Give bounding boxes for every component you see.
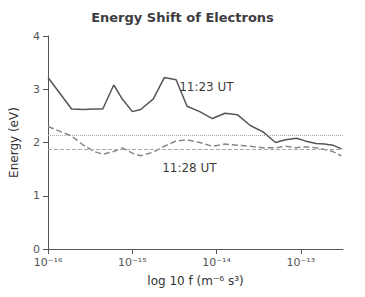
svg-text:0: 0 <box>33 243 40 256</box>
svg-text:3: 3 <box>33 83 40 96</box>
svg-text:11:28 UT: 11:28 UT <box>162 161 217 175</box>
svg-text:10⁻¹⁵: 10⁻¹⁵ <box>118 256 147 269</box>
svg-text:10⁻¹³: 10⁻¹³ <box>287 256 316 269</box>
svg-text:4: 4 <box>33 30 40 43</box>
svg-text:10⁻¹⁴: 10⁻¹⁴ <box>202 256 231 269</box>
svg-text:log 10 f (m⁻⁶ s³): log 10 f (m⁻⁶ s³) <box>147 274 243 288</box>
svg-text:10⁻¹⁶: 10⁻¹⁶ <box>34 256 63 269</box>
svg-text:Energy Shift of Electrons: Energy Shift of Electrons <box>91 10 274 25</box>
svg-text:11:23 UT: 11:23 UT <box>179 80 234 94</box>
svg-text:2: 2 <box>33 136 40 149</box>
svg-text:1: 1 <box>33 189 40 202</box>
svg-text:Energy (eV): Energy (eV) <box>7 107 21 178</box>
